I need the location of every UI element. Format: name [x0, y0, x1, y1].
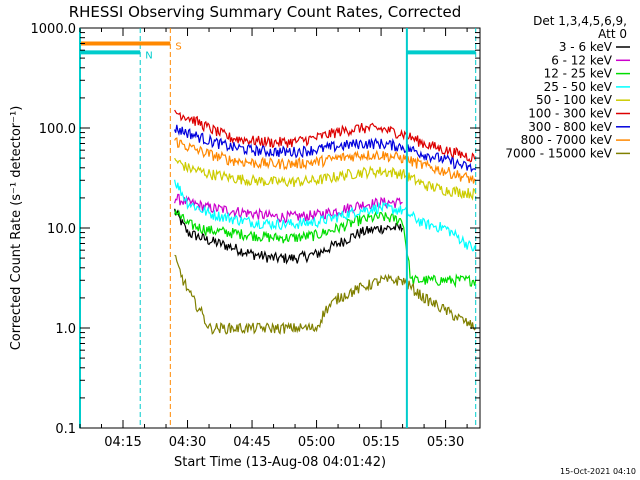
- marker-label-1: S: [175, 41, 181, 52]
- legend-title: Det 1,3,4,5,6,9,: [533, 14, 627, 28]
- legend-subtitle: Att 0: [598, 27, 627, 41]
- series-line-6: [174, 124, 477, 173]
- series-1: [174, 193, 403, 224]
- legend-label-1: 6 - 12 keV: [551, 53, 613, 67]
- footer-date: 15-Oct-2021 04:10: [560, 467, 636, 476]
- marker-layer: NS: [79, 28, 477, 428]
- series-4: [174, 157, 477, 201]
- legend-label-7: 800 - 7000 keV: [521, 133, 613, 147]
- series-8: [174, 254, 477, 335]
- y-tick-label-0: 0.1: [55, 422, 76, 437]
- plot-area: NS 04:15 04:30 04:45 05:00 05:15 05:30 0.11.0…: [31, 22, 481, 450]
- series-layer: [174, 109, 477, 335]
- x-tick-label-1: 04:30: [169, 435, 206, 450]
- series-line-0: [174, 208, 404, 265]
- series-line-5: [174, 109, 476, 163]
- marker-label-0: N: [145, 50, 152, 61]
- series-3: [174, 179, 477, 252]
- series-line-8: [174, 254, 477, 335]
- series-line-4: [174, 157, 477, 201]
- legend-label-8: 7000 - 15000 keV: [505, 146, 612, 160]
- x-axis: 04:15 04:30 04:45 05:00 05:15 05:30: [79, 28, 468, 450]
- legend-label-6: 300 - 800 keV: [528, 120, 612, 134]
- chart-title: RHESSI Observing Summary Count Rates, Co…: [69, 3, 462, 21]
- y-axis: 0.1 1.0 10.0 100.0 1000.0: [31, 22, 480, 437]
- legend-label-2: 12 - 25 keV: [544, 67, 613, 81]
- x-tick-label-0: 04:15: [104, 435, 141, 450]
- series-5: [174, 109, 476, 163]
- x-axis-label: Start Time (13-Aug-08 04:01:42): [174, 455, 386, 470]
- y-axis-label: Corrected Count Rate (s⁻¹ detector⁻¹): [9, 106, 24, 351]
- series-line-1: [174, 193, 403, 224]
- series-0: [174, 208, 404, 265]
- y-tick-label-4: 1000.0: [31, 22, 77, 37]
- series-6: [174, 124, 477, 173]
- legend-label-3: 25 - 50 keV: [544, 80, 613, 94]
- x-tick-label-2: 04:45: [233, 435, 270, 450]
- series-line-3: [174, 179, 477, 252]
- legend-label-0: 3 - 6 keV: [559, 40, 613, 54]
- series-7: [174, 137, 477, 184]
- y-tick-label-3: 100.0: [39, 122, 76, 137]
- series-line-2: [174, 208, 477, 289]
- legend-label-5: 100 - 300 keV: [528, 107, 612, 121]
- series-line-7: [174, 137, 477, 184]
- series-2: [174, 208, 477, 289]
- x-tick-label-4: 05:15: [362, 435, 399, 450]
- y-tick-label-1: 1.0: [55, 322, 76, 337]
- y-tick-label-2: 10.0: [47, 222, 76, 237]
- legend-label-4: 50 - 100 keV: [536, 93, 613, 107]
- x-tick-label-5: 05:30: [427, 435, 464, 450]
- x-tick-label-3: 05:00: [298, 435, 335, 450]
